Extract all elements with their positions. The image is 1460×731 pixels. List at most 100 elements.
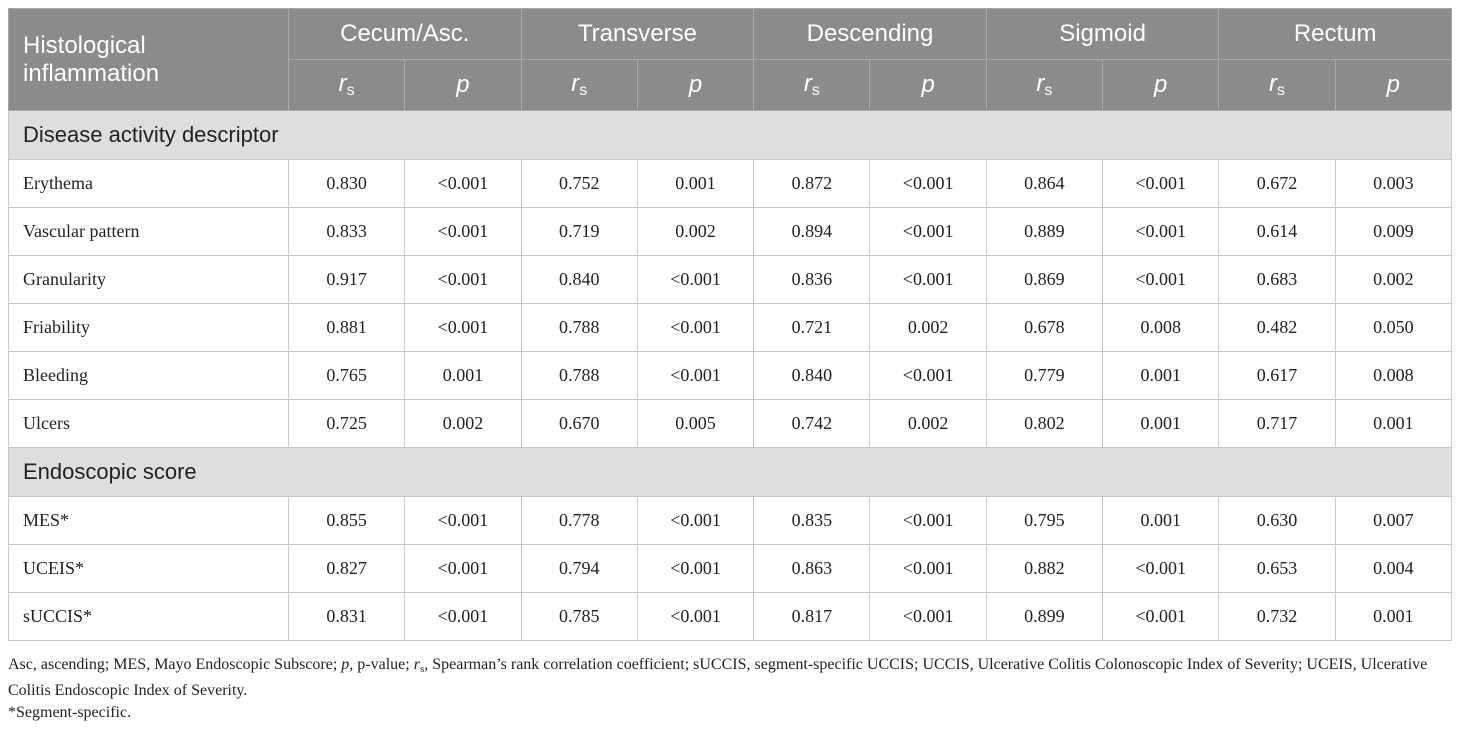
stat-subscript: s	[346, 82, 355, 99]
cell-value: <0.001	[404, 255, 522, 304]
row-label: Vascular pattern	[8, 207, 289, 256]
cell-value: <0.001	[636, 592, 755, 641]
header-row: Histological inflammation Cecum/Asc. Trans…	[8, 8, 1452, 111]
stat-symbol: r	[571, 70, 580, 97]
row-label: Granularity	[8, 255, 289, 304]
cell-value: 0.788	[520, 351, 638, 400]
stat-header: p	[1102, 59, 1220, 111]
stat-symbol: r	[1269, 70, 1278, 97]
data-row: Bleeding 0.765 0.001 0.788 <0.001 0.840 <0.001…	[8, 351, 1452, 400]
cell-value: 0.863	[753, 544, 871, 593]
stat-symbol: p	[921, 71, 935, 98]
data-row: MES* 0.855 <0.001 0.778 <0.001 0.835 <0.001 0.7…	[8, 496, 1452, 545]
cell-value: 0.765	[287, 351, 406, 400]
cell-value: 0.869	[985, 255, 1104, 304]
stat-symbol: r	[803, 70, 812, 97]
cell-value: 0.889	[985, 207, 1104, 256]
cell-value: 0.001	[1334, 399, 1452, 448]
cell-value: 0.003	[1334, 159, 1452, 208]
row-label-header: Histological inflammation	[8, 8, 289, 111]
cell-value: 0.001	[1102, 351, 1220, 400]
cell-value: 0.794	[520, 544, 638, 593]
cell-value: 0.007	[1334, 496, 1452, 545]
cell-value: 0.882	[985, 544, 1104, 593]
cell-value: <0.001	[1102, 159, 1220, 208]
cell-value: 0.802	[985, 399, 1104, 448]
cell-value: 0.752	[520, 159, 638, 208]
cell-value: 0.050	[1334, 303, 1452, 352]
cell-value: <0.001	[869, 351, 987, 400]
cell-value: <0.001	[636, 351, 755, 400]
cell-value: 0.002	[869, 303, 987, 352]
cell-value: 0.002	[869, 399, 987, 448]
cell-value: 0.001	[1102, 496, 1220, 545]
stat-symbol: r	[338, 70, 347, 97]
cell-value: <0.001	[636, 496, 755, 545]
stat-header: p	[1334, 59, 1452, 111]
cell-value: 0.788	[520, 303, 638, 352]
cell-value: 0.678	[985, 303, 1104, 352]
cell-value: 0.855	[287, 496, 406, 545]
stat-subscript: s	[1277, 82, 1286, 99]
group-header: Rectum	[1218, 8, 1452, 60]
cell-value: <0.001	[1102, 592, 1220, 641]
cell-value: <0.001	[636, 303, 755, 352]
cell-value: <0.001	[869, 255, 987, 304]
cell-value: <0.001	[636, 544, 755, 593]
cell-value: <0.001	[869, 496, 987, 545]
group-header: Transverse	[520, 8, 755, 60]
cell-value: <0.001	[1102, 207, 1220, 256]
stat-header: rs	[1218, 59, 1336, 111]
cell-value: 0.795	[985, 496, 1104, 545]
footnote-text: s	[419, 663, 425, 675]
cell-value: 0.672	[1218, 159, 1336, 208]
cell-value: <0.001	[404, 303, 522, 352]
group-header: Descending	[753, 8, 987, 60]
data-row: sUCCIS* 0.831 <0.001 0.785 <0.001 0.817 <0.001…	[8, 592, 1452, 641]
footnote-text: Asc, ascending; MES, Mayo Endoscopic Sub…	[8, 656, 342, 673]
row-label: Ulcers	[8, 399, 289, 448]
stat-subscript: s	[579, 82, 588, 99]
cell-value: 0.830	[287, 159, 406, 208]
data-row: UCEIS* 0.827 <0.001 0.794 <0.001 0.863 <0.001 0…	[8, 544, 1452, 593]
cell-value: 0.008	[1102, 303, 1220, 352]
stat-subscript: s	[1044, 82, 1053, 99]
cell-value: <0.001	[1102, 255, 1220, 304]
stat-header: rs	[520, 59, 638, 111]
footnotes: Asc, ascending; MES, Mayo Endoscopic Sub…	[8, 654, 1452, 724]
cell-value: 0.785	[520, 592, 638, 641]
stat-symbol: p	[1154, 71, 1168, 98]
cell-value: 0.831	[287, 592, 406, 641]
cell-value: <0.001	[636, 255, 755, 304]
stat-symbol: p	[688, 71, 703, 98]
row-label: UCEIS*	[8, 544, 289, 593]
cell-value: 0.717	[1218, 399, 1336, 448]
footnote: *Segment-specific.	[8, 702, 1452, 724]
cell-value: 0.005	[636, 399, 755, 448]
cell-value: 0.719	[520, 207, 638, 256]
cell-value: 0.778	[520, 496, 638, 545]
footnote-text: p	[341, 656, 350, 673]
cell-value: 0.836	[753, 255, 871, 304]
cell-value: 0.614	[1218, 207, 1336, 256]
data-row: Erythema 0.830 <0.001 0.752 0.001 0.872 <0.001…	[8, 159, 1452, 208]
cell-value: 0.721	[753, 303, 871, 352]
cell-value: 0.002	[1334, 255, 1452, 304]
data-row: Granularity 0.917 <0.001 0.840 <0.001 0.836 <0…	[8, 255, 1452, 304]
cell-value: 0.001	[1102, 399, 1220, 448]
cell-value: 0.827	[287, 544, 406, 593]
correlation-table: Histological inflammation Cecum/Asc. Trans…	[8, 8, 1452, 641]
row-label: Friability	[8, 303, 289, 352]
cell-value: <0.001	[869, 592, 987, 641]
cell-value: <0.001	[869, 159, 987, 208]
cell-value: <0.001	[869, 207, 987, 256]
stat-symbol: p	[456, 71, 470, 98]
stat-header: p	[869, 59, 987, 111]
cell-value: 0.001	[404, 351, 522, 400]
cell-value: 0.630	[1218, 496, 1336, 545]
data-row: Vascular pattern 0.833 <0.001 0.719 0.002 0.8…	[8, 207, 1452, 256]
row-label: sUCCIS*	[8, 592, 289, 641]
cell-value: 0.732	[1218, 592, 1336, 641]
cell-value: 0.917	[287, 255, 406, 304]
